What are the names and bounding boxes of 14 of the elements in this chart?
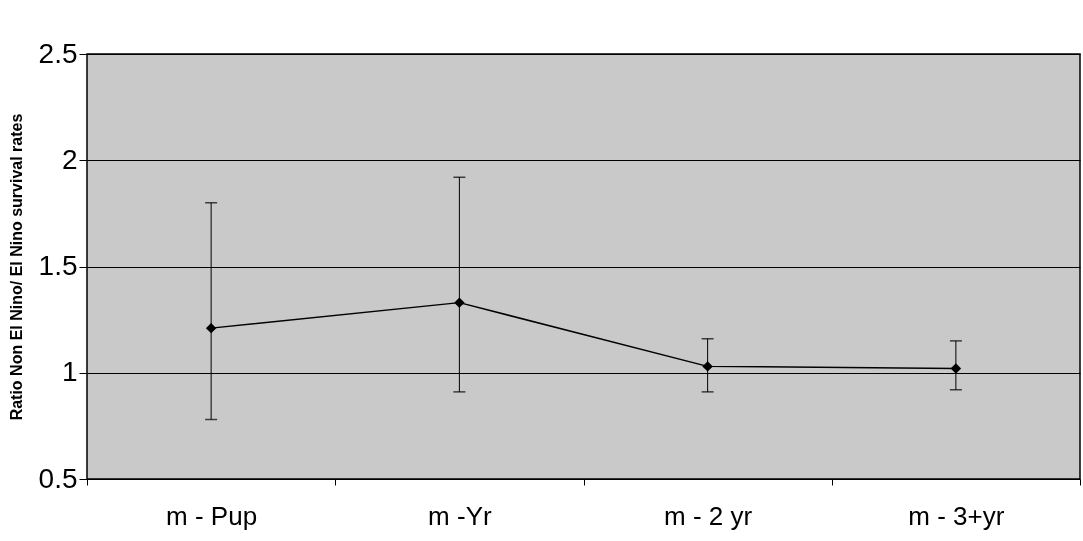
x-tick-label: m - Pup	[166, 500, 258, 531]
x-tick-label: m - 3+yr	[908, 500, 1005, 531]
y-tick-label: 1.5	[38, 250, 78, 281]
y-tick-label: 2.5	[38, 37, 78, 69]
y-tick-label: 0.5	[38, 462, 78, 494]
y-tick-label: 1	[61, 356, 78, 388]
point	[205, 322, 217, 334]
y-axis-title: Ratio Non El Nino/ El Nino survival rates	[7, 113, 25, 421]
point	[454, 297, 465, 308]
point	[702, 361, 713, 372]
x-tick-label: m -Yr	[428, 500, 492, 531]
point	[950, 363, 962, 374]
y-tick-label: 2	[61, 143, 78, 175]
x-tick-label: m - 2 yr	[664, 500, 753, 531]
